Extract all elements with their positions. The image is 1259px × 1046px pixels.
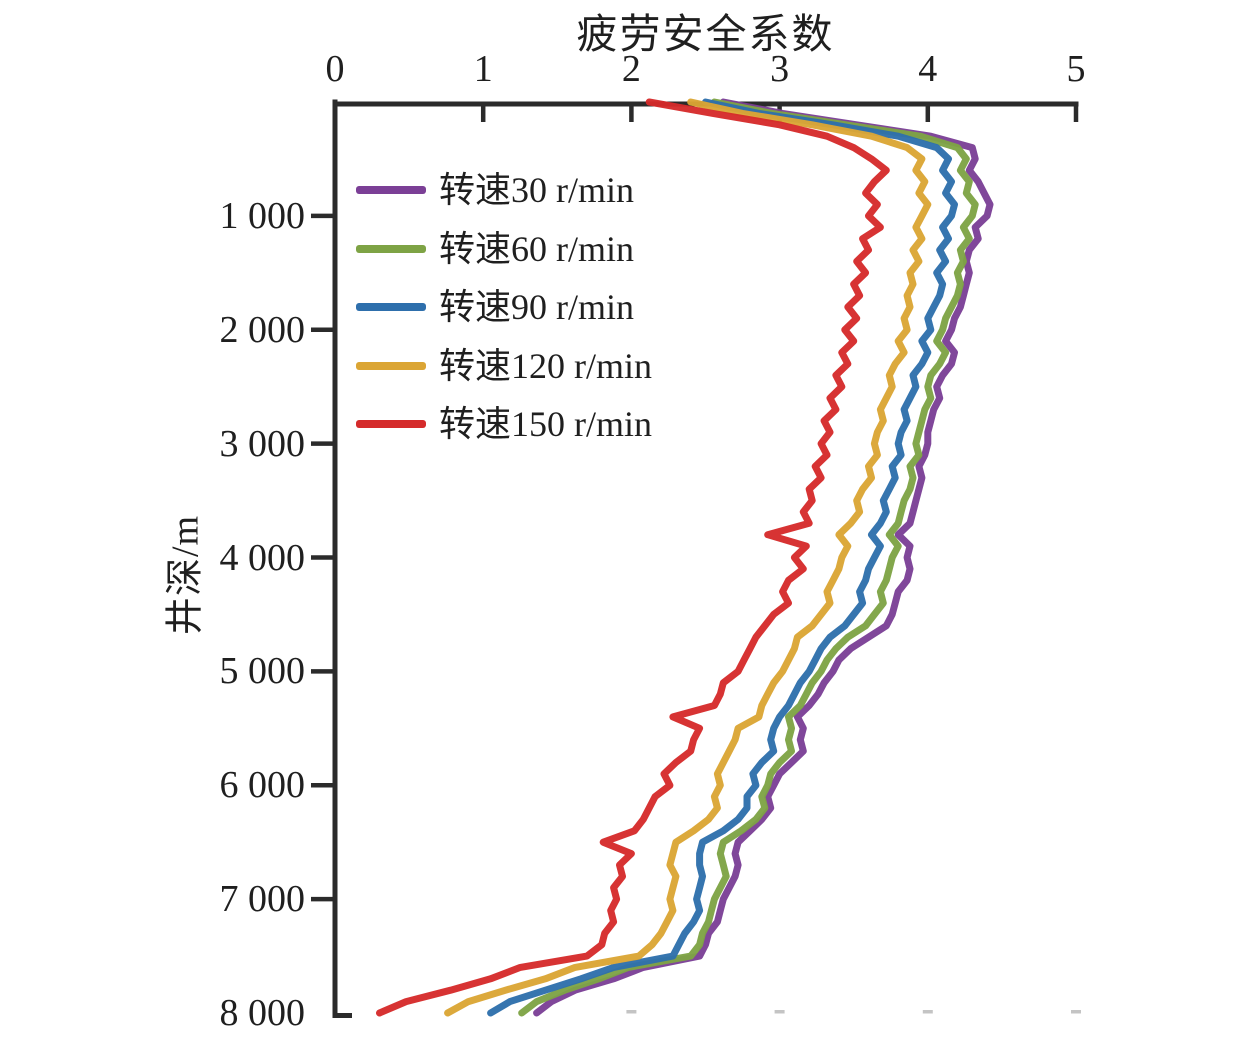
series-curve-2 bbox=[518, 98, 979, 1017]
x-tick-label: 3 bbox=[770, 48, 790, 90]
y-tick-label: 5 000 bbox=[219, 650, 306, 693]
x-tick-label: 5 bbox=[1066, 48, 1086, 90]
legend-line-swatch bbox=[356, 420, 426, 428]
y-tick-label: 8 000 bbox=[219, 992, 306, 1034]
bottom-faint-tick bbox=[1071, 1010, 1081, 1014]
y-tick-label: 2 000 bbox=[219, 308, 306, 351]
legend-item: 转速150 r/min bbox=[356, 402, 652, 446]
legend-label: 转速120 r/min bbox=[439, 345, 652, 386]
bottom-faint-tick bbox=[774, 1010, 785, 1014]
bottom-faint-tick bbox=[922, 1010, 933, 1014]
series-curve-4 bbox=[444, 98, 932, 1017]
y-tick-label: 3 000 bbox=[219, 422, 306, 465]
y-tick-label: 6 000 bbox=[219, 764, 306, 807]
legend-label: 转速90 r/min bbox=[439, 287, 634, 327]
legend-item: 转速120 r/min bbox=[356, 344, 652, 388]
legend-item: 转速90 r/min bbox=[356, 285, 634, 329]
series-curve-1 bbox=[533, 98, 994, 1017]
x-tick-label: 4 bbox=[918, 48, 938, 90]
y-tick-label: 7 000 bbox=[219, 878, 306, 921]
legend-item: 转速60 r/min bbox=[356, 227, 634, 271]
x-tick-label: 0 bbox=[325, 48, 345, 90]
legend-item: 转速30 r/min bbox=[356, 168, 634, 212]
legend-label: 转速60 r/min bbox=[439, 228, 634, 269]
y-tick-label: 1 000 bbox=[219, 194, 306, 237]
legend-line-swatch bbox=[356, 303, 426, 311]
legend-line-swatch bbox=[356, 244, 426, 253]
bottom-faint-tick bbox=[626, 1010, 637, 1014]
legend-label: 转速150 r/min bbox=[439, 404, 652, 444]
series-curve-5 bbox=[376, 98, 890, 1017]
legend-line-swatch bbox=[356, 186, 426, 194]
y-tick-label: 4 000 bbox=[219, 536, 306, 579]
legend-label: 转速30 r/min bbox=[439, 170, 634, 210]
series-curve-3 bbox=[487, 98, 958, 1017]
x-tick-label: 2 bbox=[621, 48, 641, 90]
x-axis-title: 疲劳安全系数 bbox=[576, 11, 835, 57]
x-tick-label: 1 bbox=[473, 48, 493, 90]
legend-line-swatch bbox=[356, 361, 426, 370]
